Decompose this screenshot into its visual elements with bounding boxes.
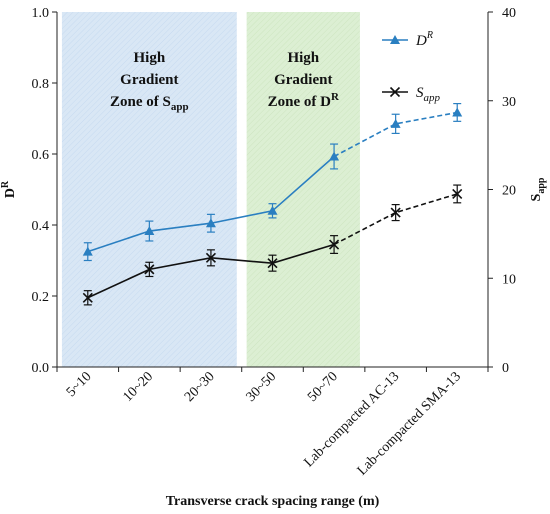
series-dr-point bbox=[82, 246, 93, 256]
left-axis-title: DR bbox=[0, 180, 18, 198]
series-sapp-point bbox=[205, 252, 216, 263]
left-tick-label: 0.8 bbox=[32, 77, 50, 92]
x-tick-label: 50~70 bbox=[305, 369, 341, 405]
zone-blue-label-line: High bbox=[134, 50, 166, 66]
x-marker-stroke bbox=[389, 86, 401, 98]
x-tick-label: 5~10 bbox=[64, 369, 95, 400]
x-tick-label: 30~50 bbox=[244, 369, 280, 405]
zone-label-subscript: app bbox=[171, 101, 189, 113]
left-tick-label: 0.6 bbox=[32, 148, 50, 163]
zone-green-label-line: Zone of DR bbox=[268, 91, 340, 110]
left-axis-title-superscript: R bbox=[0, 180, 11, 188]
right-tick-label: 40 bbox=[502, 6, 516, 21]
zone-label-text: Zone of S bbox=[110, 94, 171, 110]
x-tick-label: 10~20 bbox=[120, 369, 156, 405]
series-dr-point bbox=[267, 205, 278, 215]
legend-label-main: D bbox=[415, 33, 427, 49]
series-sapp-point bbox=[390, 207, 401, 218]
legend-sapp-marker bbox=[389, 86, 401, 98]
x-marker-stroke bbox=[390, 207, 401, 218]
x-marker-stroke bbox=[205, 252, 216, 263]
zone-green-label-line: Gradient bbox=[274, 72, 332, 88]
series-dr-point bbox=[205, 218, 216, 228]
x-marker-stroke bbox=[82, 292, 93, 303]
x-marker-stroke bbox=[267, 258, 278, 269]
series-dr-point bbox=[452, 107, 463, 117]
right-axis-title-subscript: app bbox=[536, 177, 547, 194]
right-tick-label: 30 bbox=[502, 95, 516, 110]
zone-label-text: High bbox=[287, 50, 319, 66]
right-tick-label: 10 bbox=[502, 272, 516, 287]
series-sapp-point bbox=[144, 264, 155, 275]
series-dr-point bbox=[390, 118, 401, 128]
right-axis-title: Sapp bbox=[529, 177, 547, 201]
zone-green-label-line: High bbox=[287, 50, 319, 66]
left-axis-title-main: D bbox=[3, 188, 18, 198]
zone-label-superscript: R bbox=[331, 91, 340, 103]
zone-label-text: Zone of D bbox=[268, 94, 332, 110]
right-tick-label: 20 bbox=[502, 184, 516, 199]
series-sapp-point bbox=[82, 292, 93, 303]
series-sapp-dashed-line bbox=[333, 193, 458, 246]
zone-label-text: High bbox=[134, 50, 166, 66]
zone-blue-label-line: Zone of Sapp bbox=[110, 94, 189, 113]
x-tick-label: Lab-compacted SMA-13 bbox=[355, 369, 464, 478]
zone-label-text: Gradient bbox=[120, 72, 178, 88]
x-tick-label: 20~30 bbox=[182, 369, 218, 405]
series-dr-point bbox=[329, 151, 340, 161]
x-marker-stroke bbox=[452, 188, 463, 200]
legend-dr-label: DR bbox=[415, 30, 433, 49]
series-sapp-point bbox=[267, 258, 278, 269]
right-tick-label: 0 bbox=[502, 361, 509, 376]
right-axis-title-main: S bbox=[529, 193, 544, 201]
x-marker-stroke bbox=[144, 264, 155, 275]
series-dr-point bbox=[144, 226, 155, 236]
x-marker-stroke bbox=[329, 239, 340, 250]
zone-label-text: Gradient bbox=[274, 72, 332, 88]
legend-dr-marker bbox=[390, 35, 400, 44]
series-sapp-point bbox=[329, 239, 340, 250]
left-tick-label: 0.4 bbox=[32, 219, 50, 234]
legend-label-superscript: R bbox=[426, 30, 433, 41]
legend-sapp-label: Sapp bbox=[416, 85, 441, 104]
left-tick-label: 1.0 bbox=[32, 6, 50, 21]
legend-label-main: S bbox=[416, 85, 424, 101]
zone-blue-band bbox=[61, 12, 237, 367]
x-axis-title: Transverse crack spacing range (m) bbox=[166, 494, 380, 509]
series-sapp-point bbox=[452, 188, 463, 200]
zone-green-band bbox=[246, 12, 360, 367]
left-tick-label: 0.2 bbox=[32, 290, 50, 305]
legend-label-subscript: app bbox=[424, 92, 441, 104]
zone-blue-label-line: Gradient bbox=[120, 72, 178, 88]
left-tick-label: 0.0 bbox=[32, 361, 50, 376]
